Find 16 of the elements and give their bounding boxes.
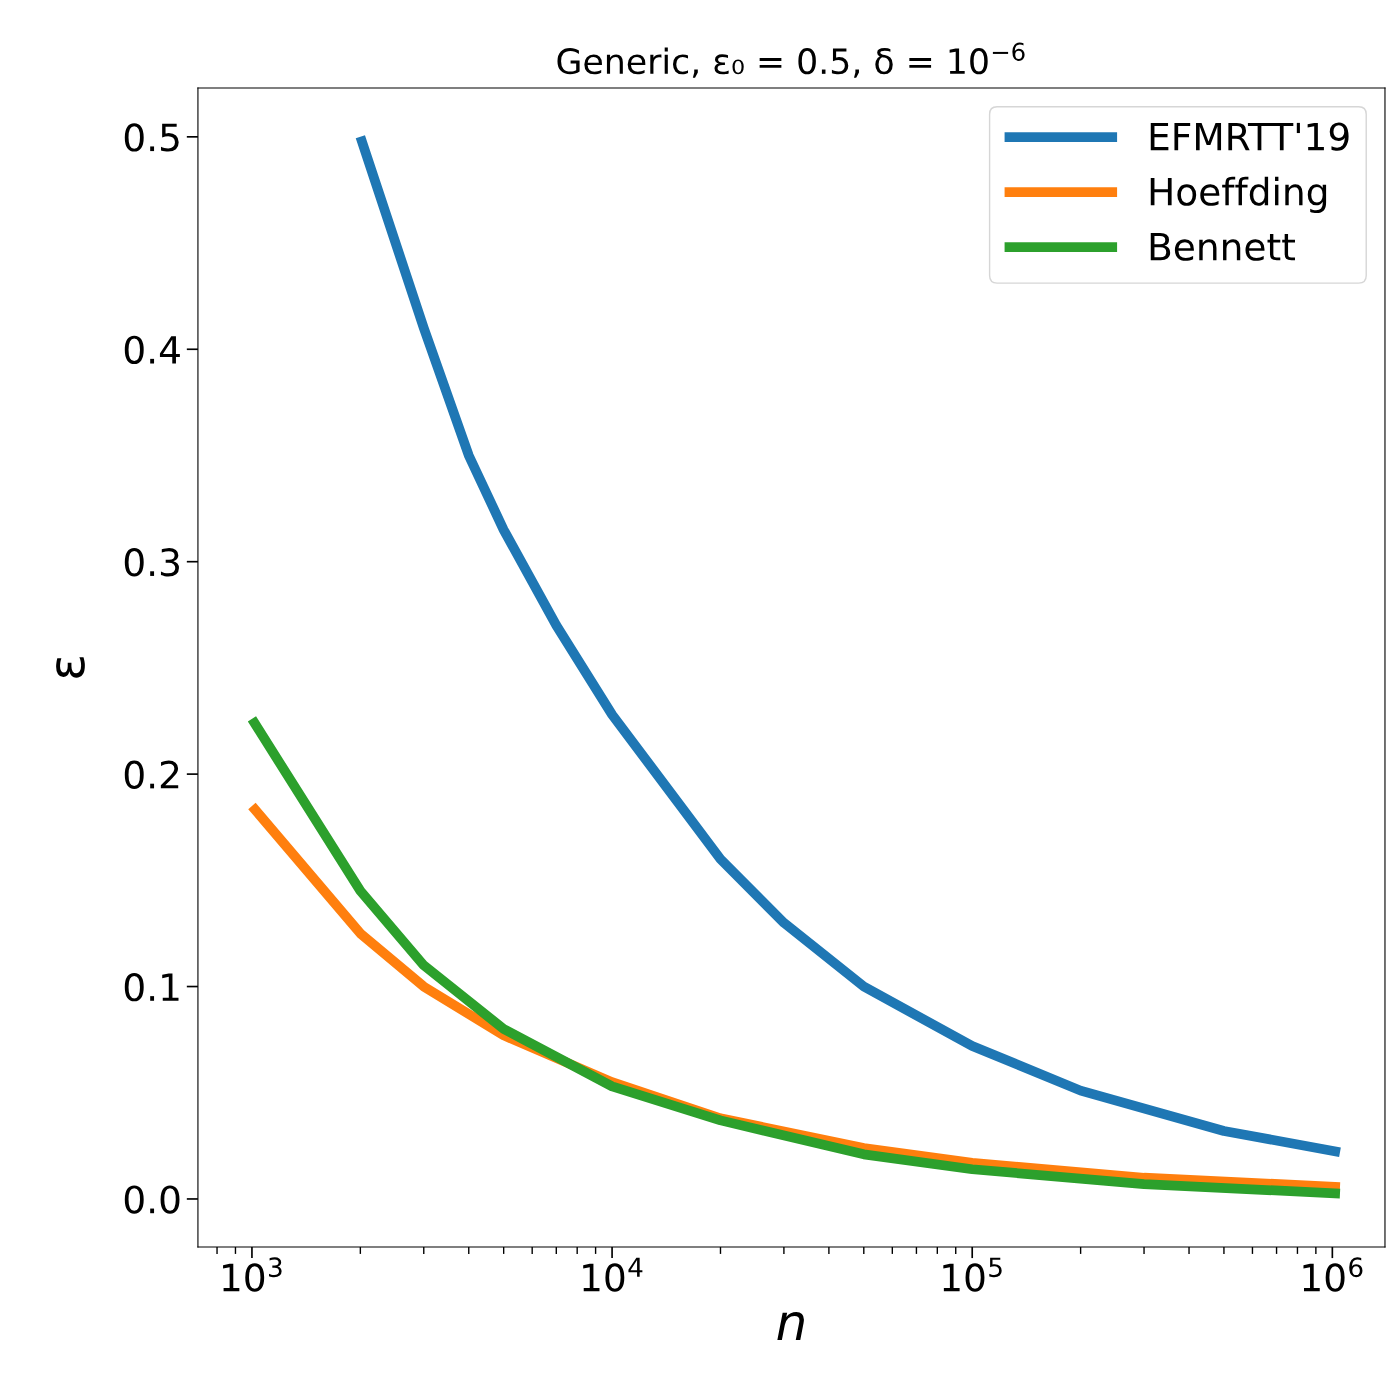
chart-title: Generic, ε₀ = 0.5, δ = 10$^{−6}$ xyxy=(557,42,1025,78)
y-tick-label: 0.1 xyxy=(124,972,179,1002)
legend-label: Hoeffding xyxy=(1150,176,1327,214)
legend-label: Bennett xyxy=(1150,232,1295,261)
y-tick-label: 0.4 xyxy=(124,335,180,365)
y-tick-label: 0.0 xyxy=(124,1185,180,1214)
legend-label: EFMRTT'19 xyxy=(1150,122,1349,151)
x-tick-label: 10$^{6}$ xyxy=(1303,1257,1363,1292)
x-tick-label: 10$^{4}$ xyxy=(583,1257,643,1292)
y-tick-label: 0.2 xyxy=(124,760,179,789)
y-tick-label: 0.5 xyxy=(124,123,179,152)
y-tick-label: 0.3 xyxy=(124,548,179,577)
x-tick-label: 10$^{3}$ xyxy=(223,1257,282,1292)
x-axis-title: n xyxy=(777,1312,804,1340)
x-tick-label: 10$^{5}$ xyxy=(943,1257,1002,1292)
y-axis-title: ε xyxy=(56,657,85,678)
